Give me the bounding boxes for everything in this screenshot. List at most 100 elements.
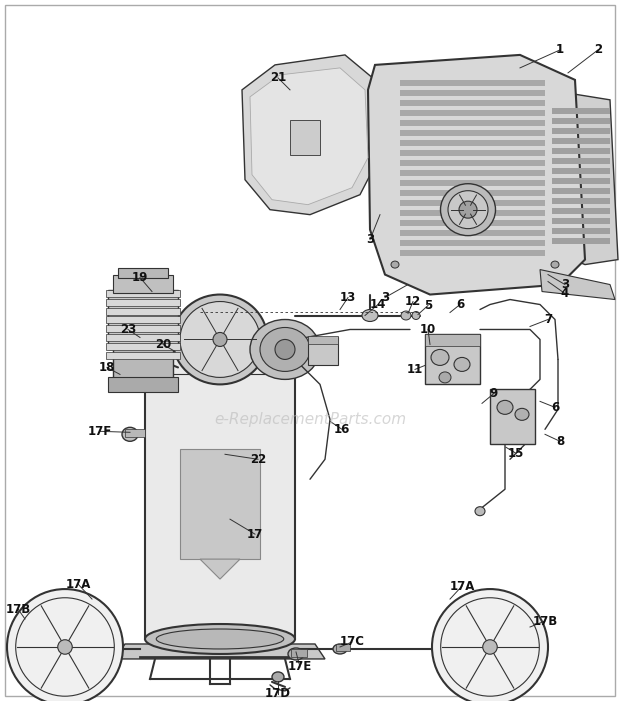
Ellipse shape xyxy=(459,201,477,218)
Ellipse shape xyxy=(448,191,488,229)
Text: 17E: 17E xyxy=(288,661,312,673)
Bar xyxy=(125,430,145,437)
Bar xyxy=(552,218,610,224)
Bar xyxy=(145,340,295,639)
Ellipse shape xyxy=(432,589,548,702)
Text: 11: 11 xyxy=(407,363,423,376)
Bar xyxy=(552,187,610,194)
Bar xyxy=(400,250,545,256)
Text: 16: 16 xyxy=(334,423,350,436)
Text: 21: 21 xyxy=(270,72,286,84)
Text: 17A: 17A xyxy=(65,578,91,590)
Bar xyxy=(425,334,480,385)
Text: 22: 22 xyxy=(250,453,266,465)
Bar xyxy=(400,239,545,246)
Text: 3: 3 xyxy=(381,291,389,304)
Bar xyxy=(552,208,610,213)
Bar xyxy=(113,347,173,383)
Text: 17B: 17B xyxy=(6,602,30,616)
Ellipse shape xyxy=(180,302,260,378)
Bar xyxy=(118,267,168,277)
Ellipse shape xyxy=(362,310,378,322)
Polygon shape xyxy=(250,68,368,205)
Ellipse shape xyxy=(250,319,320,379)
Text: 18: 18 xyxy=(99,361,115,374)
Bar xyxy=(552,227,610,234)
Polygon shape xyxy=(540,90,618,265)
Ellipse shape xyxy=(441,598,539,696)
Bar xyxy=(106,289,180,296)
Ellipse shape xyxy=(122,428,138,442)
Bar xyxy=(552,138,610,144)
Bar xyxy=(106,326,180,333)
Text: 17C: 17C xyxy=(340,635,365,649)
Ellipse shape xyxy=(431,350,449,366)
Bar xyxy=(400,210,545,216)
Text: 17A: 17A xyxy=(450,580,475,592)
Bar xyxy=(400,190,545,196)
Text: 6: 6 xyxy=(456,298,464,311)
Bar xyxy=(400,100,545,106)
Ellipse shape xyxy=(275,340,295,359)
Bar xyxy=(400,180,545,186)
Text: 13: 13 xyxy=(340,291,356,304)
Text: 3: 3 xyxy=(561,278,569,291)
Polygon shape xyxy=(200,559,240,579)
Bar xyxy=(400,160,545,166)
Bar xyxy=(400,140,545,146)
Ellipse shape xyxy=(16,598,114,696)
Bar xyxy=(106,334,180,341)
Ellipse shape xyxy=(156,329,284,350)
Text: 5: 5 xyxy=(424,299,432,312)
Ellipse shape xyxy=(260,327,310,371)
Bar xyxy=(108,289,178,350)
Text: 7: 7 xyxy=(544,313,552,326)
Ellipse shape xyxy=(391,261,399,268)
Text: e-ReplacementParts.com: e-ReplacementParts.com xyxy=(214,412,406,427)
Bar xyxy=(400,80,545,86)
Bar xyxy=(336,644,350,651)
Ellipse shape xyxy=(439,372,451,383)
Bar xyxy=(106,343,180,350)
Ellipse shape xyxy=(213,333,227,347)
Ellipse shape xyxy=(58,640,73,654)
Bar xyxy=(291,649,307,657)
Text: 10: 10 xyxy=(420,323,436,336)
Bar xyxy=(552,198,610,204)
Text: 20: 20 xyxy=(155,338,171,351)
Ellipse shape xyxy=(515,409,529,420)
Text: 12: 12 xyxy=(405,295,421,308)
Ellipse shape xyxy=(145,624,295,654)
Bar xyxy=(308,338,338,366)
Text: 17B: 17B xyxy=(533,614,557,628)
Text: 8: 8 xyxy=(556,435,564,448)
Text: 19: 19 xyxy=(132,271,148,284)
Ellipse shape xyxy=(172,295,267,385)
Bar xyxy=(108,378,178,392)
Text: 6: 6 xyxy=(551,401,559,414)
Text: 4: 4 xyxy=(561,287,569,300)
Text: 3: 3 xyxy=(366,233,374,246)
Bar xyxy=(308,336,338,345)
Bar xyxy=(552,237,610,244)
Ellipse shape xyxy=(145,324,295,355)
Ellipse shape xyxy=(440,184,495,236)
Bar xyxy=(106,352,180,359)
Bar xyxy=(106,317,180,324)
Bar xyxy=(290,120,320,154)
Ellipse shape xyxy=(551,261,559,268)
Bar xyxy=(552,178,610,184)
Bar xyxy=(106,298,180,305)
Bar xyxy=(400,170,545,176)
Text: 23: 23 xyxy=(120,323,136,336)
Bar xyxy=(400,230,545,236)
Bar xyxy=(552,128,610,134)
Polygon shape xyxy=(115,644,325,659)
Bar xyxy=(106,307,180,314)
Bar xyxy=(113,274,173,293)
Bar xyxy=(400,199,545,206)
Ellipse shape xyxy=(288,648,304,660)
Bar xyxy=(490,390,535,444)
Ellipse shape xyxy=(412,312,420,319)
Bar xyxy=(400,220,545,225)
